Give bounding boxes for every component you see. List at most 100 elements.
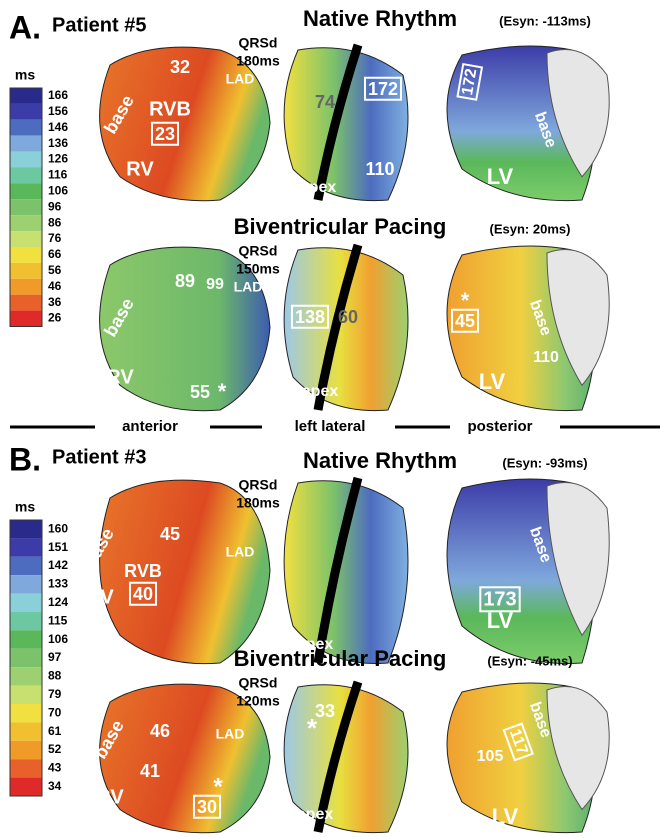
lateral-map <box>283 684 409 834</box>
map-label: 172 <box>368 79 398 99</box>
map-label: 173 <box>483 588 516 610</box>
scale-label: 43 <box>48 761 62 775</box>
value-box <box>290 304 330 329</box>
color-swatch <box>10 667 42 686</box>
color-swatch <box>10 167 42 184</box>
map-label: RVB <box>149 98 191 120</box>
value-box <box>450 308 480 333</box>
value-box <box>479 586 521 613</box>
view-label: posterior <box>467 418 532 435</box>
color-swatch <box>10 630 42 649</box>
row-title: Native Rhythm <box>303 448 457 473</box>
scale-label: 124 <box>48 595 68 609</box>
qrsd-value: 180ms <box>236 53 280 69</box>
color-swatch <box>10 151 42 168</box>
row-title: Biventricular Pacing <box>234 214 447 239</box>
scale-label: 116 <box>48 168 68 182</box>
value-box <box>502 722 534 762</box>
color-swatch <box>10 310 42 327</box>
map-label: RV <box>86 586 114 608</box>
anterior-map <box>99 479 271 665</box>
map-label: * <box>307 713 318 743</box>
esyn: (Esyn: -45ms) <box>487 653 572 668</box>
color-swatch <box>10 704 42 723</box>
map-label: apex <box>300 179 337 196</box>
scale-label: 26 <box>48 311 62 325</box>
lateral-map <box>283 47 409 202</box>
patient: Patient #3 <box>52 446 146 468</box>
qrsd-value: 180ms <box>236 495 280 511</box>
map-label: 45 <box>160 524 180 544</box>
map-label: 32 <box>170 57 190 77</box>
valve-plane <box>546 482 610 637</box>
qrsd-value: 120ms <box>236 693 280 709</box>
map-label: 41 <box>140 761 160 781</box>
map-label: RV <box>126 158 154 180</box>
scale-label: 136 <box>48 136 68 150</box>
map-label: 45 <box>455 311 475 331</box>
scar-band <box>313 476 363 664</box>
map-label: RVB <box>124 561 162 581</box>
scale-label: 52 <box>48 742 62 756</box>
esyn: (Esyn: 20ms) <box>490 221 571 236</box>
scale-label: 106 <box>48 184 68 198</box>
color-swatch <box>10 777 42 796</box>
scale-unit: ms <box>15 67 35 83</box>
lateral-map <box>283 480 409 665</box>
scar-band <box>313 680 363 833</box>
color-swatch <box>10 648 42 668</box>
lateral-map <box>283 247 409 412</box>
map-label: 46 <box>150 721 170 741</box>
qrsd: QRSd <box>239 35 278 51</box>
color-swatch <box>10 262 42 279</box>
color-bar-frame <box>9 87 43 327</box>
map-label: LV <box>492 804 519 829</box>
scale-label: 133 <box>48 577 68 591</box>
anterior-map <box>99 46 271 202</box>
scale-label: 46 <box>48 279 62 293</box>
color-swatch <box>10 231 42 247</box>
map-label: LAD <box>234 279 263 295</box>
color-swatch <box>10 520 42 539</box>
map-label: 23 <box>155 124 175 144</box>
scale-label: 88 <box>48 669 62 683</box>
valve-plane <box>546 686 610 811</box>
color-swatch <box>10 135 42 152</box>
row-title: Native Rhythm <box>303 6 457 31</box>
color-swatch <box>10 593 42 612</box>
panel-letter: B. <box>9 441 41 477</box>
color-swatch <box>10 103 42 120</box>
valve-plane <box>546 49 610 178</box>
view-label: anterior <box>122 418 178 435</box>
map-label: 110 <box>365 159 394 179</box>
map-label: LV <box>487 164 514 189</box>
map-label: * <box>461 288 470 313</box>
color-swatch <box>10 538 42 557</box>
value-box <box>128 581 158 606</box>
scale-label: 61 <box>48 724 62 738</box>
map-label: apex <box>297 806 334 823</box>
color-swatch <box>10 556 42 576</box>
map-label: 138 <box>295 307 325 327</box>
patient: Patient #5 <box>52 14 146 36</box>
scar-band <box>313 243 363 411</box>
color-swatch <box>10 215 42 232</box>
map-label: 33 <box>315 701 335 721</box>
value-box <box>363 76 403 101</box>
color-swatch <box>10 247 42 263</box>
color-swatch <box>10 199 42 216</box>
view-label: left lateral <box>295 418 366 435</box>
scar-band <box>313 43 363 201</box>
map-label: 74 <box>315 92 335 112</box>
map-label: 55 <box>190 382 210 402</box>
scale-label: 76 <box>48 231 62 245</box>
qrsd: QRSd <box>239 477 278 493</box>
map-label: apex <box>297 636 334 653</box>
scale-label: 86 <box>48 215 62 229</box>
map-label: * <box>213 773 223 800</box>
color-swatch <box>10 740 42 760</box>
anterior-map <box>99 683 271 834</box>
scale-label: 106 <box>48 632 68 646</box>
value-box <box>150 121 180 146</box>
